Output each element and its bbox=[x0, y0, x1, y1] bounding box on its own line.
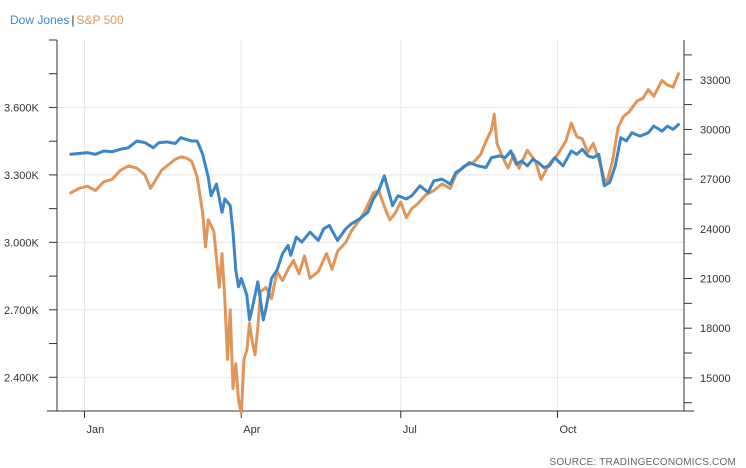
grid-lines bbox=[57, 40, 684, 411]
series-lines bbox=[69, 72, 680, 415]
right-axis-tick-label: 30000 bbox=[700, 124, 731, 136]
left-axis-tick-label: 3.600K bbox=[4, 102, 40, 114]
legend: Dow Jones | S&P 500 bbox=[10, 13, 124, 27]
left-axis-tick-label: 2.400K bbox=[4, 372, 40, 384]
left-axis-tick-label: 3.300K bbox=[4, 170, 40, 182]
right-axis-tick-label: 33000 bbox=[700, 75, 731, 87]
chart-axes bbox=[47, 40, 694, 412]
right-axis: 15000 18000 21000 24000 27000 30000 33000 bbox=[684, 54, 731, 404]
x-axis: Jan Apr Jul Oct bbox=[84, 411, 577, 436]
left-axis-tick-label: 3.000K bbox=[4, 237, 40, 249]
left-axis-tick-label: 2.700K bbox=[4, 305, 40, 317]
legend-item-dow-jones[interactable]: Dow Jones bbox=[10, 13, 70, 27]
series-line-dow-jones bbox=[69, 123, 680, 322]
legend-item-sp-500[interactable]: S&P 500 bbox=[76, 13, 124, 27]
x-axis-tick-label: Oct bbox=[560, 424, 577, 436]
legend-separator: | bbox=[71, 13, 75, 27]
x-axis-tick-label: Apr bbox=[243, 424, 260, 436]
series-line-sp-500 bbox=[69, 72, 680, 415]
right-axis-tick-label: 24000 bbox=[700, 224, 731, 236]
left-axis: 2.400K 2.700K 3.000K 3.300K 3.600K bbox=[4, 39, 57, 412]
x-axis-tick-label: Jul bbox=[403, 424, 417, 436]
source-credit: SOURCE: TRADINGECONOMICS.COM bbox=[549, 457, 736, 468]
right-axis-tick-label: 27000 bbox=[700, 174, 731, 186]
right-axis-tick-label: 15000 bbox=[700, 373, 731, 385]
right-axis-tick-label: 18000 bbox=[700, 323, 731, 335]
right-axis-tick-label: 21000 bbox=[700, 274, 731, 286]
x-axis-tick-label: Jan bbox=[87, 424, 105, 436]
